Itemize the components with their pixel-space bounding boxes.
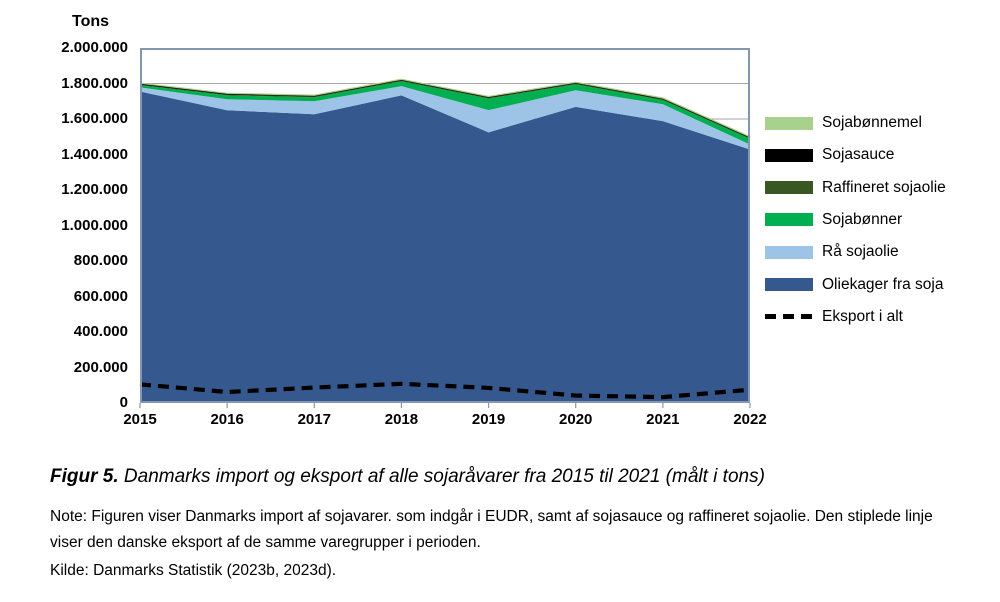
x-tick-label: 2016 — [210, 411, 244, 428]
color-swatch-icon — [765, 278, 813, 291]
legend-label: Oliekager fra soja — [822, 275, 944, 293]
y-tick-label: 2.000.000 — [61, 39, 128, 56]
x-tick-label: 2021 — [646, 411, 680, 428]
figure-caption-number: Figur 5. — [50, 466, 119, 487]
y-tick-label: 1.000.000 — [61, 216, 128, 234]
area-series-sojab-nner — [140, 81, 750, 145]
dashed-line-swatch-icon — [765, 314, 813, 320]
legend-label: Sojabønner — [822, 210, 903, 228]
x-tick-label: 2015 — [123, 411, 157, 428]
y-tick-label: 0 — [119, 394, 128, 411]
figure-caption: Figur 5. Danmarks import og eksport af a… — [50, 466, 765, 488]
legend-label: Sojasauce — [822, 146, 895, 164]
plot-border — [140, 48, 750, 403]
figure-caption-text: Danmarks import og eksport af alle sojar… — [118, 466, 765, 487]
legend-item-sojasauce: Sojasauce — [765, 144, 894, 166]
x-tick-label: 2019 — [471, 411, 506, 428]
color-swatch-icon — [765, 213, 813, 227]
y-tick-label: 200.000 — [73, 358, 128, 376]
legend-label: Rå sojaolie — [822, 243, 899, 261]
y-tick-label: 1.200.000 — [61, 181, 128, 198]
y-axis-title: Tons — [72, 13, 110, 30]
x-tick-label: 2022 — [733, 411, 767, 428]
legend-label: Raffineret sojaolie — [822, 178, 946, 196]
color-swatch-icon — [765, 181, 813, 195]
y-tick-label: 1.600.000 — [61, 110, 128, 127]
y-tick-label: 400.000 — [73, 323, 128, 340]
legend-item-oliekager-fra-soja: Oliekager fra soja — [765, 274, 943, 296]
legend-item-eksport-i-alt: Eksport i alt — [765, 306, 903, 328]
y-tick-label: 600.000 — [73, 287, 128, 305]
y-tick-label: 1.800.000 — [61, 74, 128, 92]
area-series-oliekager-fra-soja — [140, 91, 750, 404]
legend-item-sojab-nner: Sojabønner — [765, 209, 902, 231]
legend-item-r-sojaolie: Rå sojaolie — [765, 241, 899, 263]
color-swatch-icon — [765, 245, 813, 259]
area-series-r-sojaolie — [140, 86, 750, 150]
dashed-line-eksport-i-alt — [139, 381, 751, 400]
x-tick-label: 2017 — [297, 411, 331, 428]
x-tick-label: 2018 — [384, 411, 419, 428]
legend-label: Eksport i alt — [822, 307, 903, 325]
x-tick-label: 2020 — [559, 411, 593, 428]
figure-note: Note: Figuren viser Danmarks import af s… — [50, 508, 933, 551]
legend-item-raffineret-sojaolie: Raffineret sojaolie — [765, 177, 946, 199]
legend-label: Sojabønnemel — [822, 114, 922, 131]
edge-sojab-nnemel — [139, 78, 751, 138]
color-swatch-icon — [765, 148, 813, 162]
color-swatch-icon — [765, 116, 813, 130]
y-tick-label: 1.400.000 — [61, 145, 128, 163]
figure-source: Kilde: Danmarks Statistik (2023b, 2023d)… — [50, 562, 337, 579]
y-tick-label: 800.000 — [73, 252, 128, 269]
legend-item-sojab-nnemel: Sojabønnemel — [765, 112, 922, 134]
stacked-area-chart — [139, 48, 751, 408]
